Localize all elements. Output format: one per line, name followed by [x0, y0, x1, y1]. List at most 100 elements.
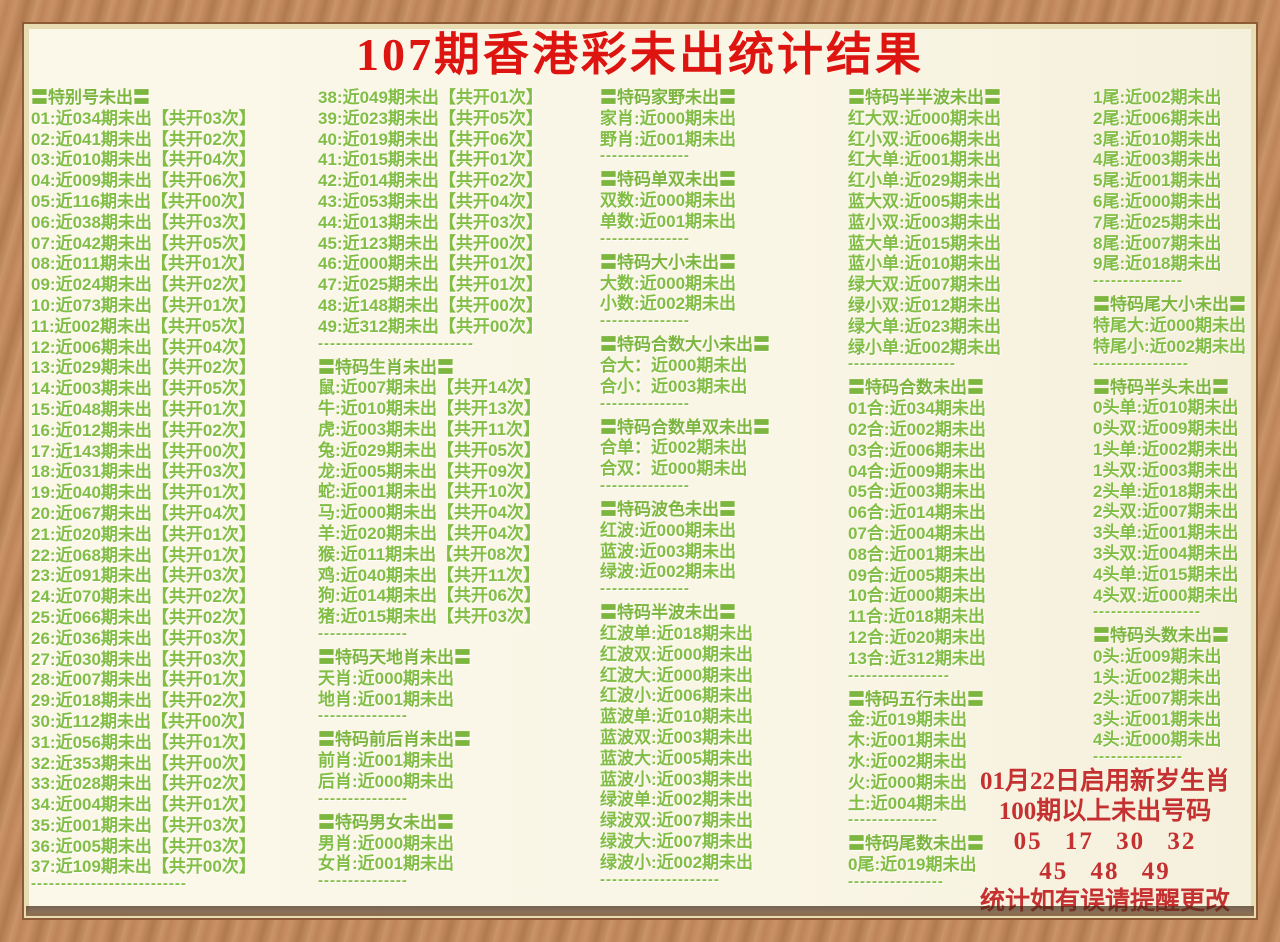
- stat-line: 47:近025期未出【共开01次】: [318, 275, 543, 295]
- stat-line: 特尾大:近000期未出: [1093, 315, 1247, 335]
- stat-line: 蓝波双:近003期未出: [600, 727, 754, 747]
- stat-line: 17:近143期未出【共开00次】: [31, 441, 256, 461]
- divider: ---------------: [318, 710, 408, 725]
- stat-line: 49:近312期未出【共开00次】: [318, 316, 543, 336]
- divider: ---------------: [1093, 751, 1183, 766]
- stat-line: 09:近024期未出【共开02次】: [31, 275, 256, 295]
- divider: ---------------: [318, 627, 408, 642]
- stat-line: 27:近030期未出【共开03次】: [31, 649, 256, 669]
- divider: --------------------: [600, 873, 720, 888]
- stat-line: 24:近070期未出【共开02次】: [31, 587, 256, 607]
- stat-line: 后肖:近000期未出: [318, 771, 455, 791]
- section-header: 〓特码波色未出〓: [600, 499, 736, 519]
- stat-line: 4尾:近003期未出: [1093, 150, 1222, 170]
- divider: --------------------------: [318, 337, 474, 352]
- divider: ---------------: [600, 315, 690, 330]
- stat-line: 11合:近018期未出: [848, 607, 985, 627]
- stat-line: 45:近123期未出【共开00次】: [318, 233, 543, 253]
- stat-line: 44:近013期未出【共开03次】: [318, 212, 543, 232]
- stat-line: 4头:近000期未出: [1093, 730, 1222, 750]
- stat-line: 2头双:近007期未出: [1093, 502, 1239, 522]
- divider: ---------------: [318, 875, 408, 890]
- stat-line: 绿小单:近002期未出: [848, 337, 1002, 357]
- stat-line: 12合:近020期未出: [848, 627, 986, 647]
- stat-line: 6尾:近000期未出: [1093, 191, 1222, 211]
- stat-line: 兔:近029期未出【共开05次】: [318, 440, 541, 460]
- stat-line: 33:近028期未出【共开02次】: [31, 774, 256, 794]
- stat-line: 天肖:近000期未出: [318, 668, 455, 688]
- stat-line: 39:近023期未出【共开05次】: [318, 108, 543, 128]
- divider: ---------------: [848, 814, 938, 829]
- stat-line: 男肖:近000期未出: [318, 833, 455, 853]
- stat-line: 红波双:近000期未出: [600, 644, 754, 664]
- stat-line: 02:近041期未出【共开02次】: [31, 129, 256, 149]
- stats-column-attributes: 〓特码家野未出〓 家肖:近000期未出 野肖:近001期未出 ------------…: [600, 88, 770, 894]
- stat-line: 红波单:近018期未出: [600, 623, 754, 643]
- stat-line: 合大：近000期未出: [600, 355, 748, 375]
- stat-line: 蓝波小:近003期未出: [600, 769, 754, 789]
- stat-line: 34:近004期未出【共开01次】: [31, 795, 256, 815]
- stat-line: 40:近019期未出【共开06次】: [318, 129, 543, 149]
- stat-line: 05:近116期未出【共开00次】: [31, 191, 255, 211]
- stat-line: 07合:近004期未出: [848, 523, 986, 543]
- stat-line: 家肖:近000期未出: [600, 108, 737, 128]
- section-header: 〓特码家野未出〓: [600, 88, 736, 107]
- stat-line: 合小：近003期未出: [600, 376, 748, 396]
- divider: ---------------: [600, 479, 690, 494]
- stat-line: 鼠:近007期未出【共开14次】: [318, 378, 541, 398]
- stat-line: 23:近091期未出【共开03次】: [31, 566, 256, 586]
- stat-line: 0头双:近009期未出: [1093, 419, 1239, 439]
- notice-line: 05 17 30 32: [1013, 828, 1197, 855]
- section-header: 〓特码尾数未出〓: [848, 834, 984, 854]
- stat-line: 1头双:近003期未出: [1093, 460, 1239, 480]
- stat-line: 03合:近006期未出: [848, 440, 986, 460]
- stat-line: 20:近067期未出【共开04次】: [31, 503, 256, 523]
- stat-line: 野肖:近001期未出: [600, 129, 737, 149]
- stat-line: 绿小双:近012期未出: [848, 295, 1002, 315]
- stat-line: 红波:近000期未出: [600, 520, 737, 540]
- stats-board: 107期香港彩未出统计结果 〓特别号未出〓 01:近034期未出【共开03次】 02…: [29, 29, 1251, 915]
- stat-line: 合双：近000期未出: [600, 459, 748, 479]
- stats-column-tails-heads: 1尾:近002期未出 2尾:近006期未出 3尾:近010期未出 4尾:近003期未出…: [1093, 88, 1246, 771]
- section-header: 〓特码半波未出〓: [600, 603, 736, 623]
- stat-line: 3尾:近010期未出: [1093, 129, 1222, 149]
- stat-line: 小数:近002期未出: [600, 294, 737, 314]
- stats-column-halfwave-sums: 〓特码半半波未出〓 红大双:近000期未出 红小双:近006期未出 红大单:近001期…: [848, 88, 1001, 896]
- divider: ---------------: [600, 397, 690, 412]
- stat-line: 0尾:近019期未出: [848, 855, 977, 875]
- stat-line: 06合:近014期未出: [848, 503, 986, 523]
- stat-line: 绿大单:近023期未出: [848, 316, 1002, 336]
- divider: ---------------: [318, 792, 408, 807]
- stat-line: 11:近002期未出【共开05次】: [31, 316, 255, 336]
- stat-line: 木:近001期未出: [848, 731, 968, 751]
- section-header: 〓特码天地肖未出〓: [318, 647, 471, 667]
- stat-line: 30:近112期未出【共开00次】: [31, 711, 255, 731]
- section-header: 〓特码合数单双未出〓: [600, 417, 770, 437]
- section-header: 〓特码五行未出〓: [848, 689, 984, 709]
- stat-line: 06:近038期未出【共开03次】: [31, 212, 256, 232]
- stat-line: 红大单:近001期未出: [848, 150, 1002, 170]
- stat-line: 3头双:近004期未出: [1093, 543, 1239, 563]
- stat-line: 29:近018期未出【共开02次】: [31, 691, 256, 711]
- stat-line: 07:近042期未出【共开05次】: [31, 233, 256, 253]
- stat-line: 龙:近005期未出【共开09次】: [318, 461, 541, 481]
- stat-line: 9尾:近018期未出: [1093, 254, 1222, 274]
- stat-line: 蓝波:近003期未出: [600, 541, 737, 561]
- stat-line: 马:近000期未出【共开04次】: [318, 503, 541, 523]
- section-header: 〓特码合数大小未出〓: [600, 335, 770, 355]
- stat-line: 37:近109期未出【共开00次】: [31, 857, 256, 877]
- stat-line: 7尾:近025期未出: [1093, 212, 1222, 232]
- stat-line: 22:近068期未出【共开01次】: [31, 545, 256, 565]
- divider: ------------------: [1093, 606, 1201, 621]
- stat-line: 单数:近001期未出: [600, 211, 737, 231]
- stat-line: 绿波双:近007期未出: [600, 811, 754, 831]
- stat-line: 绿波大:近007期未出: [600, 831, 754, 851]
- stat-line: 地肖:近001期未出: [318, 689, 455, 709]
- stat-line: 16:近012期未出【共开02次】: [31, 420, 256, 440]
- stat-line: 15:近048期未出【共开01次】: [31, 399, 256, 419]
- stat-line: 04合:近009期未出: [848, 461, 986, 481]
- stat-line: 羊:近020期未出【共开04次】: [318, 523, 541, 543]
- stat-line: 绿波:近002期未出: [600, 562, 737, 582]
- stat-line: 猪:近015期未出【共开03次】: [318, 607, 541, 627]
